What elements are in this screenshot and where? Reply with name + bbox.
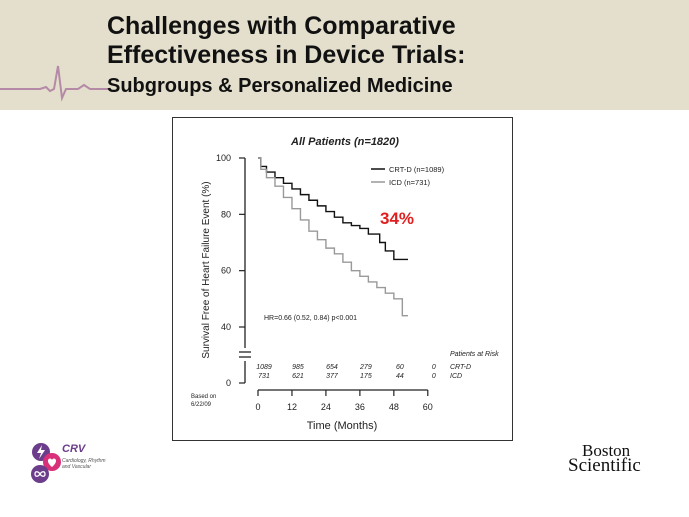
x-tick-label: 12: [287, 402, 297, 412]
at-risk-value: 985: [292, 364, 304, 371]
legend-label-icd: ICD (n=731): [389, 178, 431, 187]
at-risk-value: 654: [326, 364, 338, 371]
chart-title: All Patients (n=1820): [290, 136, 399, 148]
at-risk-value: 621: [292, 373, 304, 380]
at-risk-value: 44: [396, 373, 404, 380]
reduction-label: 34%: [380, 209, 414, 228]
at-risk-value: 377: [326, 373, 339, 380]
y-tick-label: 0: [226, 378, 231, 388]
based-on-label: Based on 6/22/09: [191, 394, 218, 408]
series-layer: [258, 157, 408, 317]
crv-logo: [31, 443, 61, 483]
x-tick-label: 60: [423, 402, 433, 412]
x-tick-label: 48: [389, 402, 399, 412]
x-tick-label: 36: [355, 402, 365, 412]
at-risk-value: 0: [432, 373, 436, 380]
slide-subtitle: Subgroups & Personalized Medicine: [107, 75, 453, 97]
at-risk-row-label: ICD: [450, 373, 462, 380]
km-figure: All Patients (n=1820) Survival Free of H…: [172, 117, 513, 441]
km-chart: All Patients (n=1820) Survival Free of H…: [191, 136, 499, 432]
series-icd-line: [258, 157, 408, 317]
crv-wordmark: CRV: [62, 443, 86, 455]
x-axis-label: Time (Months): [307, 420, 378, 432]
slide-title-line2: Effectiveness in Device Trials:: [107, 41, 466, 69]
crv-tagline: Cardiology, Rhythm and Vascular: [62, 458, 106, 470]
x-tick-label: 0: [255, 402, 260, 412]
y-tick-label: 60: [221, 266, 231, 276]
y-axis-label: Survival Free of Heart Failure Event (%): [201, 181, 212, 358]
y-tick-label: 80: [221, 209, 231, 219]
at-risk-value: 731: [258, 373, 270, 380]
at-risk-value: 60: [396, 364, 404, 371]
x-tick-label: 24: [321, 402, 331, 412]
at-risk-value: 279: [359, 364, 372, 371]
y-tick-label: 100: [216, 153, 231, 163]
at-risk-value: 0: [432, 364, 436, 371]
title-banner: [0, 0, 689, 110]
at-risk-value: 175: [360, 373, 372, 380]
at-risk-table: 1089 985 654 279 60 0 CRT-D 731 621 377 175 44 0 ICD: [256, 364, 471, 380]
logo-line2: Scientific: [568, 455, 641, 476]
logo-line1: Boston: [582, 441, 631, 460]
y-tick-label: 40: [221, 322, 231, 332]
hazard-ratio-label: HR=0.66 (0.52, 0.84) p<0.001: [264, 315, 357, 322]
ecg-line-icon: [0, 65, 110, 102]
legend-label-crtd: CRT-D (n=1089): [389, 165, 445, 174]
at-risk-title: Patients at Risk: [450, 351, 499, 358]
chart-legend: CRT-D (n=1089) ICD (n=731): [371, 165, 445, 187]
at-risk-row-label: CRT-D: [450, 364, 471, 371]
at-risk-value: 1089: [256, 364, 272, 371]
chart-axes: 0 40 60 80 100 0 12 24 36 48 60: [216, 153, 433, 412]
slide-title-line1: Challenges with Comparative: [107, 12, 456, 40]
series-crtd-line: [258, 157, 408, 261]
